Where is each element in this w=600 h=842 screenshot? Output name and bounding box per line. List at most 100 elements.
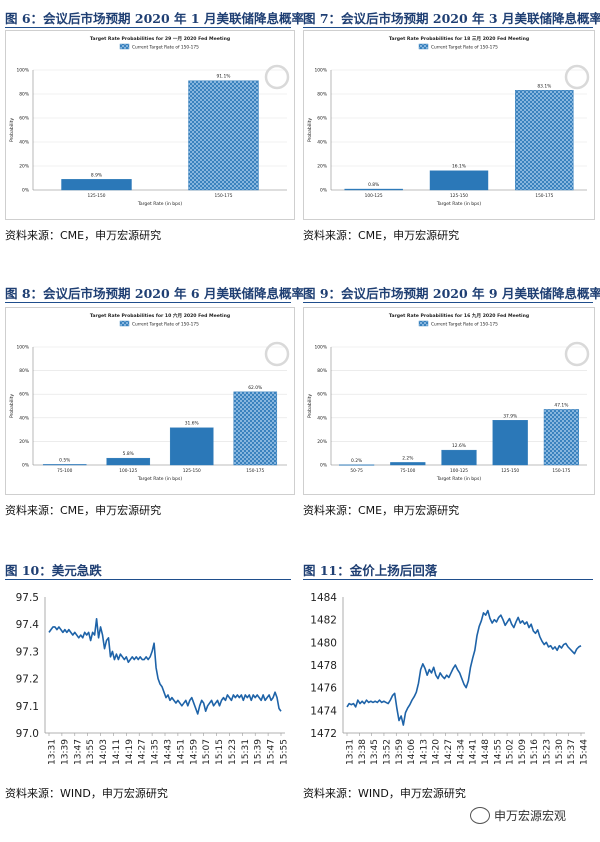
- chart-title: Target Rate Probabilities for 29 一月 2020…: [90, 35, 230, 42]
- x-tick-label: 125-150: [450, 193, 468, 199]
- x-tick-label: 15:23: [543, 739, 553, 765]
- x-tick-label: 15:37: [567, 739, 577, 765]
- y-tick-label: 80%: [19, 92, 29, 98]
- x-tick-label: 15:44: [580, 739, 590, 765]
- figure-7-rule: [303, 27, 593, 28]
- bar-value-label: 0.8%: [368, 182, 379, 188]
- bar-150-175: [188, 80, 259, 191]
- x-tick-label: 50-75: [350, 468, 363, 474]
- bar-value-label: 37.9%: [503, 413, 517, 419]
- bar-125-150: [492, 420, 528, 466]
- figure-11-source: 资料来源：WIND，申万宏源研究: [303, 787, 466, 800]
- y-tick-label: 1480: [310, 637, 337, 649]
- x-tick-label: 100-125: [450, 468, 468, 474]
- y-tick-label: 80%: [317, 92, 327, 98]
- bar-150-175: [515, 90, 574, 191]
- legend-swatch: [418, 320, 429, 327]
- chart-title: Target Rate Probabilities for 16 九月 2020…: [389, 312, 529, 319]
- x-tick-label: 125-150: [501, 468, 519, 474]
- figure-6-bar-chart: Target Rate Probabilities for 29 一月 2020…: [5, 30, 295, 220]
- x-tick-label: 15:09: [518, 739, 528, 765]
- x-tick-label: 13:38: [358, 739, 368, 765]
- x-axis-label: Target Rate (in bps): [137, 476, 182, 482]
- bar-value-label: 0.2%: [351, 458, 362, 464]
- x-tick-label: 14:34: [456, 739, 466, 765]
- y-tick-label: 100%: [314, 68, 327, 74]
- y-tick-label: 20%: [317, 439, 327, 445]
- x-tick-label: 15:55: [280, 739, 290, 765]
- y-tick-label: 20%: [317, 164, 327, 170]
- x-tick-label: 150-175: [552, 468, 570, 474]
- x-tick-label: 14:27: [444, 739, 454, 765]
- bar-value-label: 31.6%: [185, 421, 199, 427]
- y-tick-label: 40%: [317, 415, 327, 421]
- figure-6-rule: [5, 27, 291, 28]
- bar-value-label: 91.1%: [217, 74, 231, 80]
- bar-value-label: 47.1%: [554, 402, 568, 408]
- y-tick-label: 20%: [19, 164, 29, 170]
- figure-9-bar-chart: Target Rate Probabilities for 16 九月 2020…: [303, 307, 595, 495]
- bar-125-150: [61, 179, 132, 191]
- figure-10-line-chart: 97.097.197.297.397.497.513:31 13:39 13:47 1…: [16, 592, 290, 765]
- y-tick-label: 80%: [19, 368, 29, 374]
- bar-value-label: 2.2%: [402, 455, 413, 461]
- x-tick-label: 125-150: [88, 193, 106, 199]
- y-tick-label: 100%: [16, 345, 29, 351]
- legend-label: Current Target Rate of 150-175: [431, 45, 498, 51]
- x-tick-label: 15:07: [202, 739, 212, 765]
- x-tick-label: 15:23: [228, 739, 238, 765]
- figure-7-source: 资料来源：CME，申万宏源研究: [303, 229, 460, 242]
- y-tick-label: 40%: [19, 140, 29, 146]
- y-tick-label: 1474: [310, 705, 337, 717]
- y-tick-label: 0%: [22, 463, 29, 469]
- x-tick-label: 15:47: [267, 739, 277, 765]
- figure-9-rule: [303, 302, 593, 303]
- x-tick-label: 125-150: [183, 468, 201, 474]
- x-tick-label: 15:15: [215, 739, 225, 765]
- x-tick-label: 14:20: [432, 739, 442, 765]
- figure-9-source: 资料来源：CME，申万宏源研究: [303, 504, 460, 517]
- x-tick-label: 14:06: [407, 739, 417, 765]
- figure-10-rule: [5, 579, 291, 580]
- bar-50-75: [338, 464, 375, 466]
- chart-frame: [303, 307, 595, 495]
- chart-title: Target Rate Probabilities for 18 三月 2020…: [389, 35, 529, 42]
- x-tick-label: 150-175: [215, 193, 233, 199]
- x-tick-label: 150-175: [246, 468, 264, 474]
- y-tick-label: 97.5: [16, 592, 39, 604]
- x-tick-label: 14:13: [419, 739, 429, 765]
- x-tick-label: 13:59: [395, 739, 405, 765]
- x-tick-label: 75-100: [400, 468, 415, 474]
- legend-label: Current Target Rate of 150-175: [431, 322, 498, 328]
- legend-label: Current Target Rate of 150-175: [132, 322, 199, 328]
- y-tick-label: 60%: [317, 392, 327, 398]
- y-tick-label: 100%: [16, 68, 29, 74]
- watermark-text: 申万宏源宏观: [494, 809, 567, 823]
- x-tick-label: 13:55: [86, 739, 96, 765]
- x-tick-label: 15:16: [530, 739, 540, 765]
- x-tick-label: 15:02: [506, 739, 516, 765]
- series-line: [48, 617, 282, 715]
- watermark-logo-icon: [564, 64, 590, 90]
- y-tick-label: 20%: [19, 439, 29, 445]
- figure-6-title: 图 6：会议后市场预期 2020 年 1 月美联储降息概率: [5, 11, 304, 26]
- x-tick-label: 14:41: [469, 739, 479, 765]
- x-tick-label: 14:03: [99, 739, 109, 765]
- y-tick-label: 97.1: [16, 701, 39, 713]
- x-tick-label: 14:55: [493, 739, 503, 765]
- x-tick-label: 14:43: [164, 739, 174, 765]
- x-tick-label: 13:31: [346, 739, 356, 765]
- x-tick-label: 14:19: [125, 739, 135, 765]
- y-tick-label: 97.2: [16, 674, 39, 686]
- legend-swatch: [418, 43, 429, 50]
- bar-100-125: [441, 449, 477, 466]
- y-tick-label: 1476: [310, 683, 337, 695]
- x-tick-label: 13:52: [382, 739, 392, 765]
- bar-75-100: [390, 462, 426, 466]
- watermark-logo-icon: [264, 64, 290, 90]
- x-tick-label: 14:35: [151, 739, 161, 765]
- x-tick-label: 14:27: [138, 739, 148, 765]
- watermark-logo-icon: [564, 341, 590, 367]
- y-tick-label: 40%: [317, 140, 327, 146]
- y-tick-label: 100%: [314, 345, 327, 351]
